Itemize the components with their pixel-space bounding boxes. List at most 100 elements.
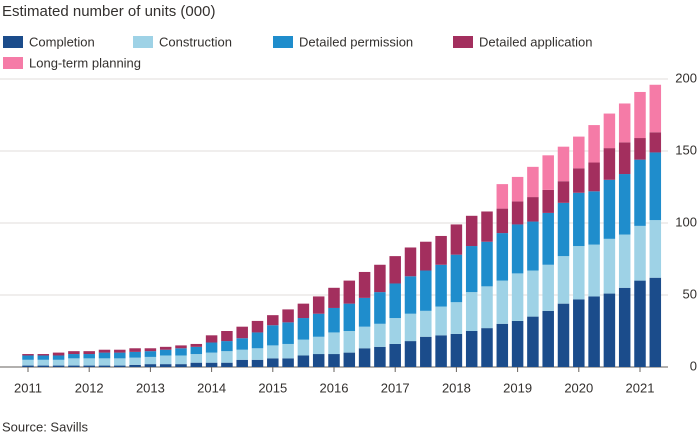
bar-segment [649, 84, 662, 133]
bar-segment [374, 346, 386, 367]
bar-segment [328, 332, 340, 355]
bar-segment [98, 358, 111, 366]
bar-segment [114, 358, 126, 366]
bar-segment [511, 320, 524, 367]
bar-segment [557, 181, 570, 203]
bar-segment [37, 365, 50, 367]
bar-segment [465, 215, 478, 247]
bar-segment [557, 303, 570, 367]
bar-segment [267, 358, 279, 367]
bar-segment [22, 359, 34, 366]
bar-segment [511, 201, 524, 225]
bar-segment [557, 146, 570, 182]
bar-segment [129, 364, 141, 367]
x-tick-label: 2014 [197, 380, 226, 395]
bar-segment [588, 125, 600, 163]
bar-segment [649, 152, 662, 221]
bar-segment [98, 365, 111, 367]
bar-segment [450, 254, 463, 303]
bar-segment [52, 355, 65, 360]
bar-segment [603, 148, 616, 180]
bar-segment [144, 356, 157, 365]
bar-segment [175, 364, 187, 367]
bar-segment [144, 364, 157, 367]
bar-segment [328, 307, 340, 333]
bar-segment [22, 365, 34, 367]
bar-segment [205, 342, 218, 353]
bar-segment [404, 313, 417, 342]
chart-title: Estimated number of units (000) [2, 3, 215, 20]
bar-segment [404, 276, 417, 314]
bar-segment [282, 309, 294, 323]
bar-segment [190, 362, 203, 367]
bar-segment [282, 358, 294, 367]
x-tick-label: 2013 [136, 380, 165, 395]
bar-segment [221, 362, 233, 367]
bar-segment [527, 197, 539, 222]
bar-segment [129, 351, 141, 358]
bar-segment [511, 224, 524, 274]
bar-segment [312, 313, 325, 337]
bar-segment [221, 351, 233, 363]
bar-segment [267, 315, 279, 326]
bar-segment [511, 273, 524, 321]
bar-segment [527, 166, 539, 198]
bar-segment [312, 296, 325, 314]
bar-segment [129, 348, 141, 352]
x-tick-label: 2019 [503, 380, 532, 395]
bar-segment [297, 318, 310, 340]
bar-segment [496, 184, 509, 209]
source: Source: Savills [2, 419, 88, 434]
bar-segment [343, 352, 356, 367]
bar-segment [496, 323, 509, 367]
bar-segment [603, 113, 616, 149]
bar-segment [481, 286, 493, 329]
bar-segment [236, 326, 248, 339]
bar-segment [37, 354, 50, 356]
legend-swatch [273, 36, 293, 48]
bar-segment [618, 234, 631, 288]
bar-segment [435, 335, 447, 367]
legend-label: Detailed application [479, 34, 592, 49]
bar-segment [190, 343, 203, 347]
bar-segment [358, 271, 371, 298]
bar-segment [374, 264, 386, 293]
bar-segment [435, 306, 447, 336]
x-tick-label: 2020 [564, 380, 593, 395]
bar-segment [481, 328, 493, 367]
bar-segment [68, 358, 80, 366]
bar-segment [450, 333, 463, 367]
bar-segment [236, 349, 248, 360]
bar-segment [588, 162, 600, 192]
bar-segment [282, 343, 294, 359]
legend-label: Detailed permission [299, 34, 413, 49]
bar-segment [450, 302, 463, 334]
bar-segment [98, 352, 111, 359]
bar-segment [420, 336, 432, 367]
x-tick-label: 2015 [258, 380, 287, 395]
bar-segment [251, 348, 264, 360]
bar-segment [557, 256, 570, 304]
bar-segment [649, 220, 662, 278]
bar-segment [98, 349, 111, 353]
bar-segment [557, 202, 570, 257]
bar-segment [52, 359, 65, 366]
bar-segment [297, 303, 310, 319]
bar-segment [159, 364, 172, 367]
x-tick-label: 2016 [320, 380, 349, 395]
bar-segment [618, 287, 631, 367]
bar-segment [481, 211, 493, 242]
bar-segment [221, 341, 233, 352]
bar-segment [68, 354, 80, 359]
bar-segment [190, 354, 203, 363]
bar-segment [114, 365, 126, 367]
bar-segment [389, 343, 401, 367]
bar-segment [175, 345, 187, 349]
bar-segment [634, 159, 646, 226]
bar-segment [511, 176, 524, 202]
bar-segment [634, 91, 646, 139]
bar-segment [404, 247, 417, 277]
bar-segment [542, 155, 554, 190]
bar-segment [420, 270, 432, 311]
y-tick-label: 150 [675, 142, 697, 157]
